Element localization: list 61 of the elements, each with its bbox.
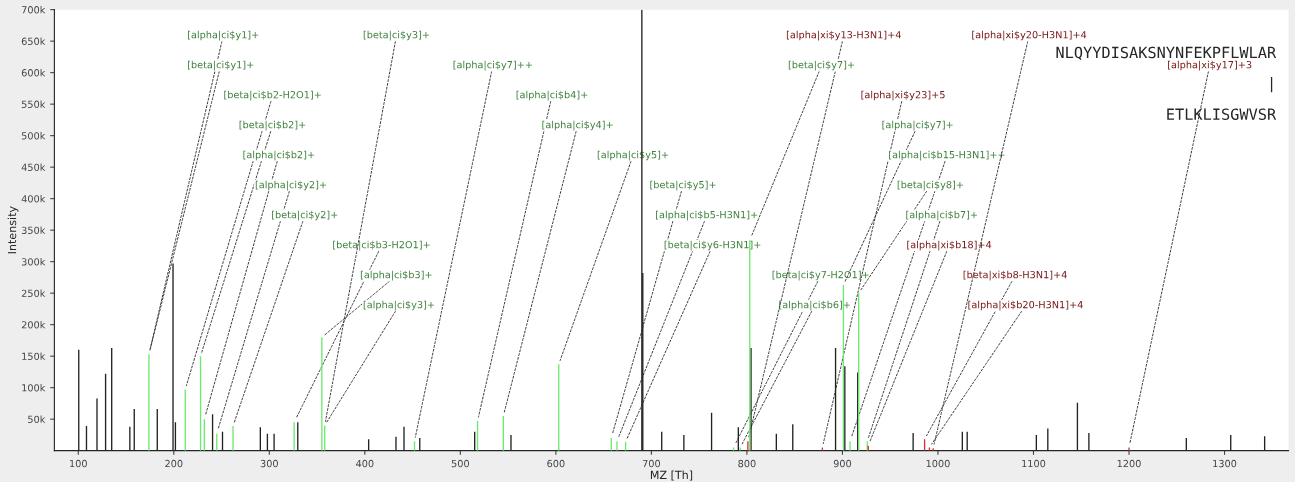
annotation: [beta|ci$b2-H2O1]+ <box>224 90 321 101</box>
annotation: [alpha|xi$y17]+3 <box>1168 60 1252 71</box>
annotation: [alpha|ci$y2]+ <box>255 180 327 191</box>
annotation: [alpha|ci$y7]++ <box>453 60 532 71</box>
x-tick-label: 400 <box>356 459 374 468</box>
annotation: [alpha|ci$b15-H3N1]++ <box>889 150 1005 161</box>
annotation: [alpha|ci$b5-H3N1]+ <box>656 210 758 221</box>
annotation: [beta|ci$b2]+ <box>239 120 306 131</box>
annotation: [beta|ci$y5]+ <box>650 180 716 191</box>
y-tick-label: 500k <box>21 131 46 140</box>
y-tick-label: 200k <box>21 320 46 329</box>
annotation: [beta|ci$y2]+ <box>272 210 338 221</box>
x-tick-label: 900 <box>833 459 852 468</box>
y-tick-label: 550k <box>21 100 46 108</box>
annotation: [beta|xi$b8-H3N1]+4 <box>963 270 1067 281</box>
y-tick-label: 450k <box>21 163 46 171</box>
y-tick-label: 700k <box>21 5 46 14</box>
annotation: [alpha|ci$b4]+ <box>516 90 588 101</box>
annotation: | <box>1270 76 1273 93</box>
y-tick-label: 150k <box>22 352 46 360</box>
x-tick-label: 1300 <box>1213 459 1237 468</box>
y-tick-label: 350k <box>21 226 46 234</box>
x-tick-label: 200 <box>165 459 183 468</box>
y-tick-label: 650k <box>21 37 46 45</box>
annotation: [beta|ci$b3-H2O1]+ <box>333 240 430 251</box>
annotation: [alpha|xi$y20-H3N1]+4 <box>972 30 1087 41</box>
annotation: ETLKLISGWVSR <box>1167 108 1277 120</box>
annotation: NLQYYDISAKSNYNFEKPFLWLAR <box>1056 46 1277 61</box>
x-tick-label: 1000 <box>926 459 950 468</box>
annotation: [alpha|ci$y3]+ <box>363 300 435 311</box>
annotation: [alpha|xi$y13-H3N1]+4 <box>786 30 901 41</box>
x-tick-label: 100 <box>70 459 87 468</box>
annotation: [alpha|xi$b18]+4 <box>907 240 992 251</box>
x-tick-label: 600 <box>547 459 565 468</box>
x-tick-label: 1100 <box>1022 459 1046 468</box>
annotation: [alpha|ci$b2]+ <box>243 150 315 161</box>
x-tick-label: 1200 <box>1117 459 1141 468</box>
annotation: [beta|ci$y8]+ <box>897 180 963 191</box>
x-tick-label: 500 <box>451 459 469 468</box>
y-axis-title: Intensity <box>7 206 19 254</box>
x-tick-label: 300 <box>260 459 278 468</box>
annotation: [alpha|ci$y4]+ <box>542 120 613 131</box>
annotation: [alpha|xi$y23]+5 <box>861 90 945 101</box>
x-tick-label: 700 <box>642 459 661 468</box>
annotation: [alpha|ci$y7]+ <box>882 120 953 131</box>
annotation: [beta|ci$y3]+ <box>363 30 429 41</box>
annotation: [beta|ci$y7-H2O1]+ <box>772 270 869 281</box>
y-tick-label: 250k <box>21 289 46 297</box>
x-axis-title: MZ [Th] <box>650 470 693 481</box>
y-tick-label: 600k <box>21 68 46 77</box>
annotation: [beta|ci$y1]+ <box>188 60 254 71</box>
annotation: [alpha|xi$b20-H3N1]+4 <box>968 300 1083 311</box>
y-tick-label: 50k <box>28 415 46 423</box>
annotation: [beta|ci$y7]+ <box>788 60 855 71</box>
y-tick-label: 100k <box>22 383 46 392</box>
annotation: [alpha|ci$y1]+ <box>188 30 259 41</box>
annotation: [alpha|ci$b3]+ <box>360 270 432 281</box>
x-tick-label: 800 <box>738 459 756 468</box>
y-tick-label: 300k <box>21 257 46 266</box>
annotation: [alpha|ci$b7]+ <box>906 210 977 221</box>
y-tick-label: 400k <box>21 194 46 203</box>
